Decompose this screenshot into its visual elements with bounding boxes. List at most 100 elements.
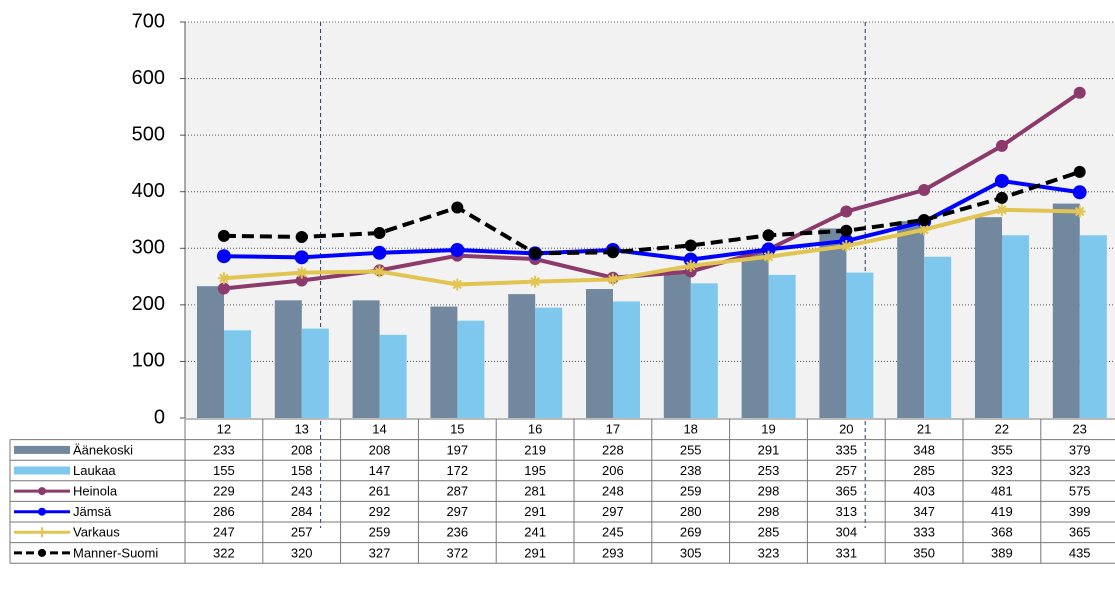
x-tick-label: 20 — [839, 422, 853, 437]
table-value: 291 — [524, 545, 546, 560]
marker — [918, 184, 931, 197]
table-value: 261 — [369, 484, 391, 499]
table-value: 323 — [758, 545, 780, 560]
x-tick-label: 13 — [294, 422, 308, 437]
line — [223, 178, 1080, 262]
table-value: 292 — [369, 504, 391, 519]
marker — [995, 203, 1008, 216]
bar — [197, 286, 224, 418]
table-value: 208 — [369, 442, 391, 457]
table-value: 323 — [991, 463, 1013, 478]
x-tick-label: 23 — [1072, 422, 1086, 437]
y-tick-label: 0 — [154, 406, 165, 428]
marker — [217, 272, 230, 285]
y-tick-label: 200 — [132, 293, 165, 315]
table-value: 313 — [835, 504, 857, 519]
legend-label: Heinola — [73, 484, 118, 499]
table-value: 368 — [991, 525, 1013, 540]
bar — [224, 330, 251, 418]
legend-swatch — [14, 445, 70, 454]
table-value: 269 — [680, 525, 702, 540]
table-value: 280 — [680, 504, 702, 519]
table-value: 435 — [1069, 545, 1091, 560]
table-value: 327 — [369, 545, 391, 560]
table-value: 255 — [680, 442, 702, 457]
legend-label: Äänekoski — [73, 442, 133, 457]
table-value: 286 — [213, 504, 235, 519]
legend-label: Jämsä — [73, 504, 112, 519]
bar — [1002, 235, 1029, 418]
bar — [457, 320, 485, 418]
table-value: 331 — [835, 545, 857, 560]
bar — [975, 217, 1002, 418]
bar — [846, 272, 874, 418]
bar — [274, 300, 302, 418]
legend-swatch — [14, 466, 70, 475]
x-tick-label: 19 — [761, 422, 775, 437]
table-value: 293 — [602, 545, 624, 560]
table-value: 399 — [1069, 504, 1091, 519]
y-tick-label: 100 — [132, 350, 165, 372]
table-value: 389 — [991, 545, 1013, 560]
table-value: 245 — [602, 525, 624, 540]
table-value: 206 — [602, 463, 624, 478]
marker — [1073, 86, 1086, 99]
bar — [924, 256, 952, 418]
table-value: 305 — [680, 545, 702, 560]
table-value: 219 — [524, 442, 546, 457]
x-tick-label: 12 — [217, 422, 231, 437]
table-value: 281 — [524, 484, 546, 499]
table-value: 236 — [446, 525, 468, 540]
table-value: 379 — [1069, 442, 1091, 457]
table-value: 257 — [835, 463, 857, 478]
table-value: 297 — [446, 504, 468, 519]
table-value: 365 — [1069, 525, 1091, 540]
table-value: 304 — [835, 525, 857, 540]
marker — [294, 250, 309, 265]
marker — [840, 205, 853, 218]
table-value: 350 — [913, 545, 935, 560]
marker — [372, 245, 387, 260]
table-value: 347 — [913, 504, 935, 519]
marker — [995, 139, 1008, 152]
marker — [840, 224, 853, 237]
table-value: 172 — [446, 463, 468, 478]
table-value: 158 — [291, 463, 313, 478]
table-value: 147 — [369, 463, 391, 478]
table-value: 481 — [991, 484, 1013, 499]
bar — [819, 228, 847, 418]
marker — [529, 247, 542, 260]
table-value: 335 — [835, 442, 857, 457]
marker — [684, 259, 697, 272]
table-value: 284 — [291, 504, 313, 519]
marker — [295, 274, 308, 287]
table-value: 259 — [369, 525, 391, 540]
marker — [451, 278, 464, 291]
y-tick-label: 700 — [132, 10, 165, 32]
y-tick-label: 300 — [132, 237, 165, 259]
table-value: 241 — [524, 525, 546, 540]
legend-label: Varkaus — [73, 525, 120, 540]
bar — [690, 283, 718, 418]
table-value: 291 — [524, 504, 546, 519]
bar — [379, 334, 407, 418]
bar — [1052, 203, 1080, 418]
marker — [450, 242, 465, 257]
legend-marker — [38, 548, 46, 557]
x-tick-label: 21 — [917, 422, 931, 437]
marker — [451, 201, 464, 214]
bar — [430, 306, 458, 418]
marker — [295, 230, 308, 243]
x-tick-label: 18 — [683, 422, 697, 437]
marker — [918, 214, 931, 226]
bar — [535, 307, 563, 418]
table-value: 323 — [1069, 463, 1091, 478]
bar — [508, 294, 536, 418]
marker — [684, 239, 697, 252]
table-value: 285 — [758, 525, 780, 540]
marker — [217, 282, 230, 295]
table-value: 322 — [213, 545, 235, 560]
bar — [586, 289, 613, 418]
marker — [994, 173, 1009, 188]
